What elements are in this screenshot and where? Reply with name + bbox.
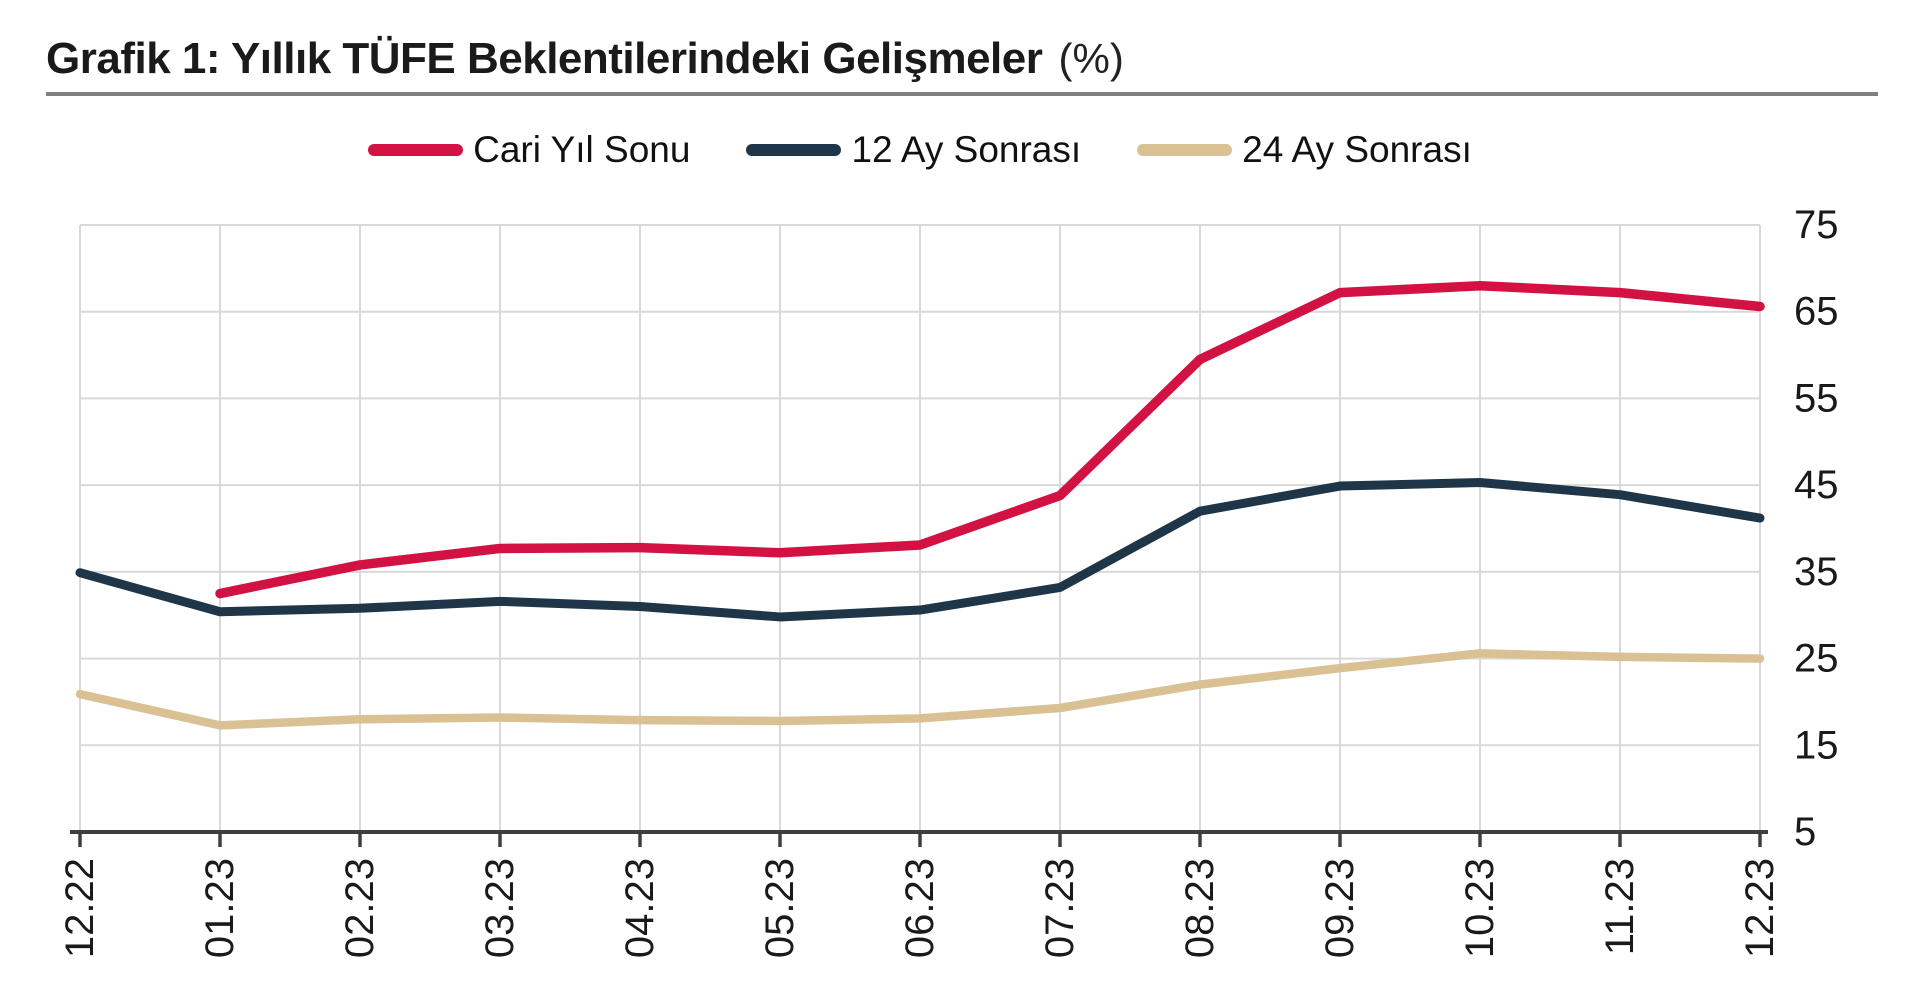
series-line-2 bbox=[75, 649, 1765, 730]
y-axis-label: 65 bbox=[1794, 290, 1839, 334]
y-axis-label: 75 bbox=[1794, 203, 1839, 247]
x-axis-label: 04.23 bbox=[618, 858, 662, 958]
x-axis-label: 08.23 bbox=[1178, 858, 1222, 958]
legend-item-cari-yil-sonu: Cari Yıl Sonu bbox=[368, 129, 690, 171]
x-axis-label: 03.23 bbox=[478, 858, 522, 958]
series-line-1 bbox=[75, 478, 1765, 622]
x-axis-label: 07.23 bbox=[1038, 858, 1082, 958]
y-axis-label: 5 bbox=[1794, 810, 1816, 854]
x-axis-label: 09.23 bbox=[1318, 858, 1362, 958]
x-axis-label: 06.23 bbox=[898, 858, 942, 958]
legend-label: Cari Yıl Sonu bbox=[473, 129, 691, 170]
chart-title-unit-value: (%) bbox=[1058, 35, 1124, 82]
chart-title-text: Grafik 1: Yıllık TÜFE Beklentilerindeki … bbox=[46, 34, 1043, 83]
legend-item-24-ay-sonrasi: 24 Ay Sonrası bbox=[1137, 129, 1472, 171]
x-axis-label: 01.23 bbox=[198, 858, 242, 958]
x-axis-label: 12.23 bbox=[1738, 858, 1782, 958]
title-underline bbox=[46, 92, 1878, 96]
legend-label: 24 Ay Sonrası bbox=[1242, 129, 1472, 170]
y-axis-label: 25 bbox=[1794, 637, 1839, 681]
x-axis-label: 12.22 bbox=[58, 858, 102, 958]
legend-swatch-tan-icon bbox=[1137, 144, 1233, 156]
x-axis-label: 10.23 bbox=[1458, 858, 1502, 958]
legend-swatch-red-icon bbox=[368, 144, 464, 156]
y-axis-label: 35 bbox=[1794, 550, 1839, 594]
legend-swatch-navy-icon bbox=[746, 144, 842, 156]
y-axis-label: 45 bbox=[1794, 463, 1839, 507]
x-axis-label: 02.23 bbox=[338, 858, 382, 958]
x-axis-label: 11.23 bbox=[1598, 858, 1642, 955]
chart-legend: Cari Yıl Sonu 12 Ay Sonrası 24 Ay Sonras… bbox=[80, 126, 1760, 174]
legend-item-12-ay-sonrasi: 12 Ay Sonrası bbox=[746, 129, 1081, 171]
legend-label: 12 Ay Sonrası bbox=[851, 129, 1082, 170]
chart-title: Grafik 1: Yıllık TÜFE Beklentilerindeki … bbox=[46, 34, 1878, 84]
y-axis-label: 15 bbox=[1794, 723, 1839, 767]
y-axis-label: 55 bbox=[1794, 376, 1839, 420]
series-line-0 bbox=[215, 280, 1765, 599]
x-axis-label: 05.23 bbox=[758, 858, 802, 958]
